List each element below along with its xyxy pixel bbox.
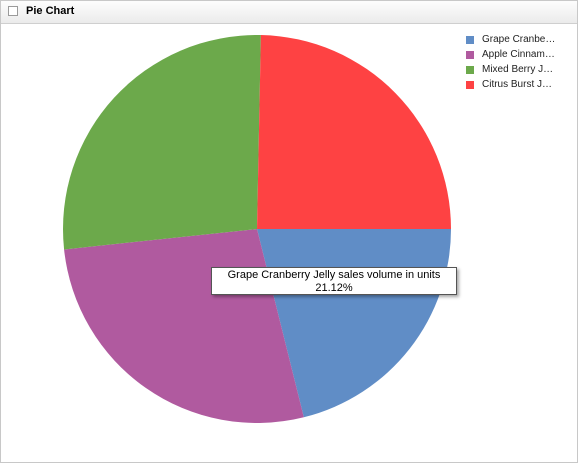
- legend-label: Grape Cranbe…: [482, 34, 556, 45]
- legend-label: Apple Cinnam…: [482, 49, 555, 60]
- legend-item-1[interactable]: Grape Cranbe…: [466, 32, 576, 47]
- panel-header: Pie Chart: [1, 1, 577, 24]
- tooltip-line-1: Grape Cranberry Jelly sales volume in un…: [227, 269, 441, 281]
- chart-tooltip: Grape Cranberry Jelly sales volume in un…: [211, 267, 457, 295]
- legend-item-4[interactable]: Citrus Burst J…: [466, 77, 576, 92]
- legend-swatch: [466, 65, 474, 74]
- panel-title: Pie Chart: [26, 5, 75, 17]
- legend-label: Citrus Burst J…: [482, 79, 553, 90]
- chart-legend: Grape Cranbe… Apple Cinnam… Mixed Berry J……: [466, 32, 576, 92]
- legend-swatch: [466, 50, 474, 59]
- tooltip-line-2: 21.12%: [315, 282, 353, 294]
- pie-slice-4[interactable]: [257, 35, 451, 229]
- panel-checkbox[interactable]: [8, 6, 18, 16]
- pie-slice-3[interactable]: [62, 35, 261, 250]
- legend-swatch: [466, 35, 474, 44]
- legend-item-2[interactable]: Apple Cinnam…: [466, 47, 576, 62]
- legend-item-3[interactable]: Mixed Berry J…: [466, 62, 576, 77]
- legend-label: Mixed Berry J…: [482, 64, 554, 75]
- legend-swatch: [466, 80, 474, 89]
